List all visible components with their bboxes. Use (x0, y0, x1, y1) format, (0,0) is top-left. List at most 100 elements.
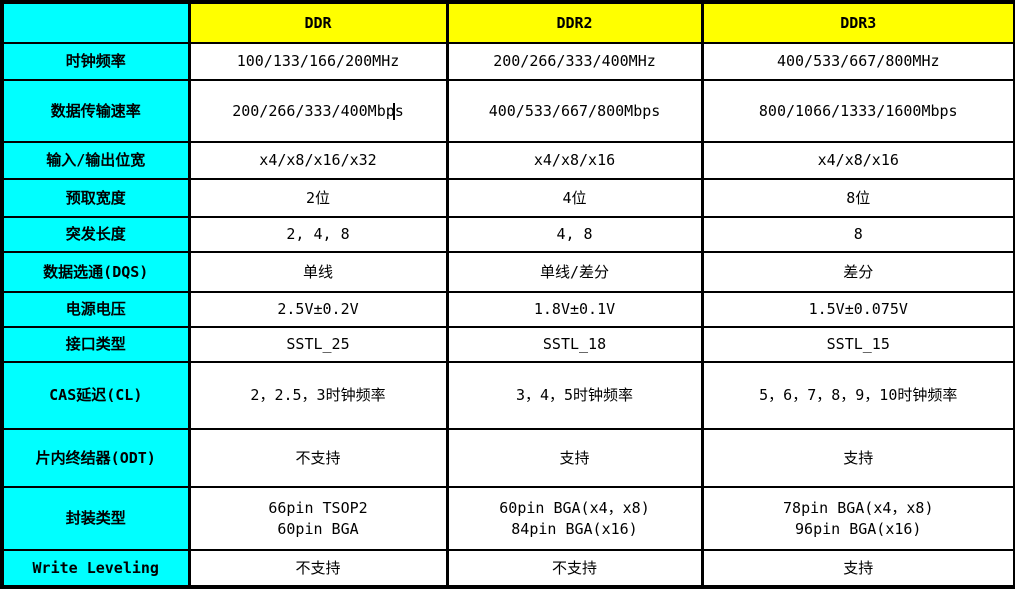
table-cell[interactable]: 不支持 (445, 549, 704, 588)
table-cell[interactable]: 8位 (700, 178, 1015, 218)
row-label-text: Write Leveling (32, 558, 159, 577)
table-cell[interactable]: 400/533/667/800Mbps (445, 79, 704, 143)
table-cell[interactable]: 3，4，5时钟频率 (445, 361, 704, 430)
table-cell[interactable]: 400/533/667/800MHz (700, 42, 1015, 81)
table-row: 突发长度 2, 4, 8 4, 8 8 (0, 216, 1015, 253)
row-label-odt[interactable]: 片内终结器(ODT) (0, 428, 191, 488)
header-row: DDR DDR2 DDR3 (0, 1, 1015, 44)
cell-text: 200/266/333/400MHz (493, 52, 656, 71)
table-cell[interactable]: 100/133/166/200MHz (187, 42, 449, 81)
table-cell[interactable]: 200/266/333/400MHz (445, 42, 704, 81)
table-cell[interactable]: 1.5V±0.075V (700, 291, 1015, 328)
cell-text: 4位 (562, 188, 587, 207)
column-header-ddr2-text: DDR2 (556, 13, 593, 32)
cell-text: x4/x8/x16 (817, 151, 899, 170)
cell-text: 1.5V±0.075V (808, 300, 908, 319)
table-row: 接口类型 SSTL_25 SSTL_18 SSTL_15 (0, 326, 1015, 363)
table-cell[interactable]: SSTL_18 (445, 326, 704, 363)
row-label-text: 片内终结器(ODT) (35, 448, 156, 467)
corner-cell[interactable] (0, 1, 191, 44)
column-header-ddr3[interactable]: DDR3 (700, 1, 1015, 44)
table-cell[interactable]: 8 (700, 216, 1015, 253)
row-label-text: 接口类型 (65, 335, 126, 354)
table-cell[interactable]: 2.5V±0.2V (187, 291, 449, 328)
cell-text: 8位 (846, 188, 871, 207)
table-cell[interactable]: 单线 (187, 251, 449, 293)
cell-text: 2, 4, 8 (286, 225, 350, 244)
table-cell[interactable]: 66pin TSOP2 60pin BGA (187, 486, 449, 551)
row-label-supply-voltage[interactable]: 电源电压 (0, 291, 191, 328)
table-cell[interactable]: 差分 (700, 251, 1015, 293)
table-cell[interactable]: 支持 (700, 428, 1015, 488)
table-cell[interactable]: x4/x8/x16 (445, 141, 704, 180)
table-cell[interactable]: x4/x8/x16/x32 (187, 141, 449, 180)
table-row: 时钟频率 100/133/166/200MHz 200/266/333/400M… (0, 42, 1015, 81)
table-cell[interactable]: SSTL_15 (700, 326, 1015, 363)
row-label-write-leveling[interactable]: Write Leveling (0, 549, 191, 588)
table-cell[interactable]: 2位 (187, 178, 449, 218)
table-row: 数据传输速率 200/266/333/400Mbps 400/533/667/8… (0, 79, 1015, 143)
cell-text: SSTL_15 (826, 335, 890, 354)
row-label-text: 时钟频率 (65, 52, 126, 71)
table-cell[interactable]: 800/1066/1333/1600Mbps (700, 79, 1015, 143)
row-label-prefetch-width[interactable]: 预取宽度 (0, 178, 191, 218)
row-label-text: 输入/输出位宽 (46, 151, 146, 170)
table-cell[interactable]: 2, 4, 8 (187, 216, 449, 253)
cell-text: 66pin TSOP2 60pin BGA (268, 499, 368, 538)
row-label-text: 数据选通(DQS) (43, 262, 149, 281)
row-label-text: CAS延迟(CL) (49, 386, 143, 405)
table-cell[interactable]: 78pin BGA(x4，x8) 96pin BGA(x16) (700, 486, 1015, 551)
table-row: 片内终结器(ODT) 不支持 支持 支持 (0, 428, 1015, 488)
cell-text: 支持 (559, 448, 590, 467)
table-cell[interactable]: 单线/差分 (445, 251, 704, 293)
table-row: 数据选通(DQS) 单线 单线/差分 差分 (0, 251, 1015, 293)
column-header-ddr[interactable]: DDR (187, 1, 449, 44)
cell-text: SSTL_18 (542, 335, 607, 354)
text-cursor-caret (392, 102, 395, 120)
table-cell[interactable]: 1.8V±0.1V (445, 291, 704, 328)
row-label-text: 封装类型 (65, 509, 126, 528)
row-label-io-bit-width[interactable]: 输入/输出位宽 (0, 141, 191, 180)
table-cell[interactable]: SSTL_25 (187, 326, 449, 363)
row-label-package-type[interactable]: 封装类型 (0, 486, 191, 551)
cell-text: 支持 (843, 558, 874, 577)
cell-text: 200/266/333/400Mbps (232, 101, 404, 120)
table-cell[interactable]: 4位 (445, 178, 704, 218)
column-header-ddr-text: DDR (304, 13, 332, 32)
cell-text: 100/133/166/200MHz (236, 52, 400, 71)
cell-text: 2.5V±0.2V (277, 300, 359, 319)
table-cell[interactable]: 2，2.5，3时钟频率 (187, 361, 449, 430)
cell-text: 差分 (843, 262, 874, 281)
column-header-ddr3-text: DDR3 (840, 13, 877, 32)
row-label-data-transfer-rate[interactable]: 数据传输速率 (0, 79, 191, 143)
cell-text: 不支持 (295, 558, 341, 577)
table-row: Write Leveling 不支持 不支持 支持 (0, 549, 1015, 588)
row-label-data-strobe-dqs[interactable]: 数据选通(DQS) (0, 251, 191, 293)
table-cell[interactable]: 不支持 (187, 428, 449, 488)
row-label-text: 预取宽度 (65, 188, 126, 207)
table-cell[interactable]: 支持 (700, 549, 1015, 588)
column-header-ddr2[interactable]: DDR2 (445, 1, 704, 44)
cell-text: 不支持 (551, 558, 597, 577)
table-cell[interactable]: 60pin BGA(x4，x8) 84pin BGA(x16) (445, 486, 704, 551)
row-label-burst-length[interactable]: 突发长度 (0, 216, 191, 253)
table-cell[interactable]: 200/266/333/400Mbps (187, 79, 449, 143)
cell-text: 400/533/667/800Mbps (488, 101, 661, 120)
row-label-text: 突发长度 (65, 225, 126, 244)
cell-text: 800/1066/1333/1600Mbps (758, 101, 958, 120)
row-label-clock-frequency[interactable]: 时钟频率 (0, 42, 191, 81)
cell-text: 5，6，7，8，9，10时钟频率 (759, 386, 958, 405)
table-cell[interactable]: 支持 (445, 428, 704, 488)
cell-text: 单线/差分 (539, 262, 610, 281)
table-cell[interactable]: 4, 8 (445, 216, 704, 253)
table-cell[interactable]: x4/x8/x16 (700, 141, 1015, 180)
table-cell[interactable]: 5，6，7，8，9，10时钟频率 (700, 361, 1015, 430)
cell-text: SSTL_25 (286, 335, 350, 354)
row-label-interface-type[interactable]: 接口类型 (0, 326, 191, 363)
cell-text: 2，2.5，3时钟频率 (250, 386, 386, 405)
row-label-cas-latency[interactable]: CAS延迟(CL) (0, 361, 191, 430)
cell-text: 400/533/667/800MHz (776, 52, 940, 71)
cell-text: 78pin BGA(x4，x8) 96pin BGA(x16) (783, 499, 934, 538)
table-cell[interactable]: 不支持 (187, 549, 449, 588)
